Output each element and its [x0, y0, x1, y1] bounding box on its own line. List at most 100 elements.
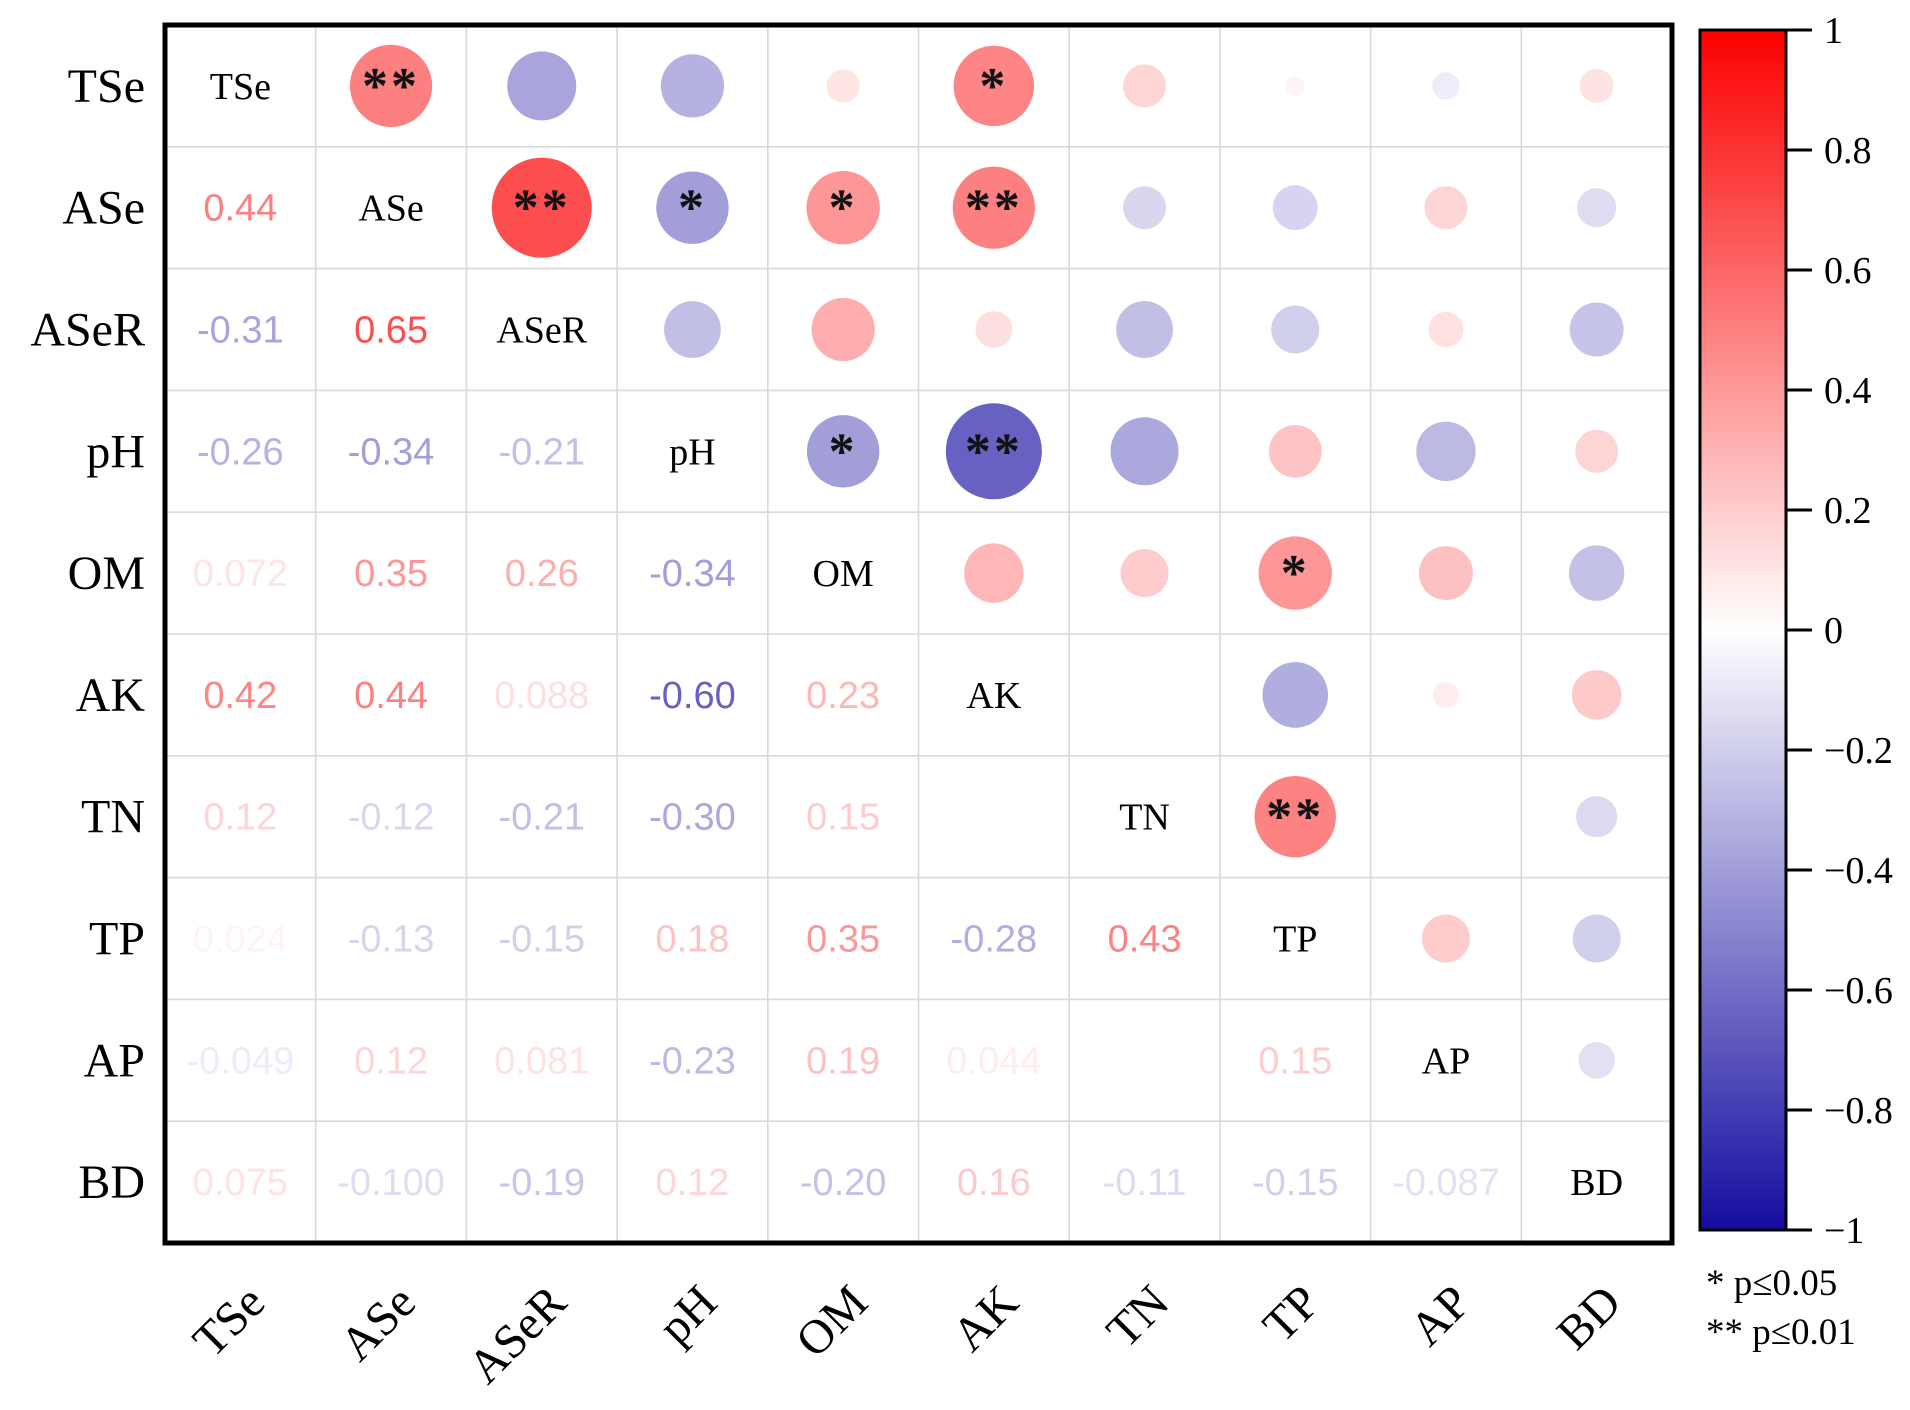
- correlation-value-AP-AK: 0.044: [946, 1040, 1041, 1082]
- correlation-value-TP-OM: 0.35: [806, 919, 880, 961]
- colorbar-tick-label: −1: [1824, 1210, 1864, 1252]
- correlation-circle-OM-BD: [1568, 545, 1625, 601]
- y-axis-label-BD: BD: [78, 1156, 145, 1209]
- significance-stars-TSe-ASe: **: [362, 58, 420, 115]
- significance-legend-p05: * p≤0.05: [1706, 1263, 1838, 1304]
- correlation-value-TN-pH: -0.30: [649, 797, 736, 839]
- y-axis-labels: TSe ASe ASeR pH OM AK TN TP AP BD: [30, 60, 145, 1209]
- correlation-value-AP-pH: -0.23: [649, 1040, 736, 1082]
- colorbar-tick-label: 0: [1824, 610, 1843, 652]
- significance-stars-OM-TP: *: [1281, 545, 1310, 602]
- correlation-circle-AK-TP: [1262, 662, 1329, 728]
- correlation-value-OM-pH: -0.34: [649, 553, 736, 595]
- diagonal-label-TSe: TSe: [210, 66, 271, 108]
- significance-stars-ASe-pH: *: [678, 180, 707, 237]
- correlation-circle-ASe-TP: [1272, 185, 1318, 231]
- correlation-circle-TSe-AP: [1432, 72, 1460, 100]
- significance-stars-TSe-AK: *: [979, 58, 1008, 115]
- matrix-grid: [165, 25, 1672, 1243]
- correlation-circle-OM-TN: [1120, 549, 1169, 598]
- colorbar-ticks: 1 0.8 0.6 0.4 0.2 0 −0.2 −0.4 −0.6 −0.8 −1: [1786, 10, 1893, 1252]
- correlation-value-BD-TSe: 0.075: [193, 1162, 288, 1204]
- colorbar-tick-label: 0.6: [1824, 250, 1872, 292]
- significance-stars-pH-AK: **: [965, 423, 1023, 480]
- y-axis-label-ASe: ASe: [62, 182, 145, 235]
- correlation-value-pH-ASeR: -0.21: [498, 431, 585, 473]
- colorbar-tick-label: 1: [1824, 10, 1843, 52]
- colorbar-tick-label: −0.6: [1824, 970, 1893, 1012]
- correlation-value-AP-TSe: -0.049: [186, 1040, 294, 1082]
- y-axis-label-TN: TN: [81, 791, 145, 844]
- diagonal-label-AP: AP: [1422, 1040, 1471, 1082]
- correlation-value-ASeR-ASe: 0.65: [354, 310, 428, 352]
- correlation-circle-OM-AP: [1418, 546, 1473, 601]
- colorbar-tick-label: −0.2: [1824, 730, 1893, 772]
- correlation-circle-ASeR-BD: [1569, 302, 1624, 357]
- significance-stars-TN-TP: **: [1266, 789, 1324, 846]
- correlation-circle-ASeR-AK: [975, 311, 1013, 348]
- y-axis-label-ASeR: ASeR: [30, 304, 145, 357]
- correlation-circle-ASe-OM: [806, 171, 880, 245]
- correlation-value-BD-pH: 0.12: [655, 1162, 729, 1204]
- correlation-value-OM-TSe: 0.072: [193, 553, 288, 595]
- correlation-circle-ASeR-TP: [1271, 305, 1320, 354]
- colorbar-tick-label: −0.8: [1824, 1090, 1893, 1132]
- correlation-value-BD-TP: -0.15: [1252, 1162, 1339, 1204]
- y-axis-label-TSe: TSe: [68, 60, 145, 113]
- significance-legend-p01: ** p≤0.01: [1706, 1311, 1856, 1353]
- correlation-value-TP-ASeR: -0.15: [498, 919, 585, 961]
- colorbar-tick-label: −0.4: [1824, 850, 1893, 892]
- correlation-value-BD-AK: 0.16: [957, 1162, 1031, 1204]
- correlation-circle-ASe-TN: [1123, 186, 1167, 230]
- correlation-value-TN-TSe: 0.12: [203, 797, 277, 839]
- correlation-circle-pH-TP: [1268, 425, 1322, 478]
- correlation-circle-TSe-BD: [1579, 68, 1614, 103]
- correlation-value-AP-ASeR: 0.081: [494, 1040, 589, 1082]
- correlation-value-AK-ASeR: 0.088: [494, 675, 589, 717]
- correlation-value-TP-ASe: -0.13: [348, 919, 435, 961]
- correlation-circle-TSe-TP: [1285, 76, 1305, 96]
- correlation-value-BD-AP: -0.087: [1392, 1162, 1500, 1204]
- correlation-circle-pH-OM: [806, 415, 880, 488]
- correlation-value-BD-ASeR: -0.19: [498, 1162, 585, 1204]
- correlation-circle-TSe-ASeR: [507, 51, 577, 121]
- correlation-circle-pH-BD: [1575, 429, 1619, 473]
- correlation-circle-pH-AP: [1416, 421, 1476, 481]
- correlation-value-pH-TSe: -0.26: [197, 431, 284, 473]
- correlation-circle-OM-TP: [1258, 536, 1332, 610]
- correlation-value-TN-ASe: -0.12: [348, 797, 435, 839]
- correlation-circle-TSe-ASe: [349, 44, 433, 127]
- correlation-circle-TSe-pH: [660, 54, 725, 118]
- correlation-circle-ASeR-pH: [664, 301, 721, 358]
- matrix-cells: 0.44**-0.31 0.65**-0.26 -0.34*-0.210.072 0.…: [186, 44, 1625, 1204]
- correlation-value-AK-pH: -0.60: [649, 675, 736, 717]
- y-axis-label-pH: pH: [86, 425, 145, 478]
- matrix-border: [162, 22, 1675, 1246]
- correlation-circle-OM-AK: [964, 543, 1024, 603]
- diagonal-label-BD: BD: [1570, 1162, 1623, 1204]
- colorbar-tick-label: 0.4: [1824, 370, 1872, 412]
- correlation-value-BD-TN: -0.11: [1103, 1162, 1187, 1204]
- correlation-value-TN-ASeR: -0.21: [498, 797, 585, 839]
- correlation-value-AK-ASe: 0.44: [354, 675, 428, 717]
- correlation-value-pH-ASe: -0.34: [348, 431, 435, 473]
- colorbar: [1698, 28, 1788, 1232]
- significance-stars-ASe-ASeR: **: [513, 180, 571, 237]
- correlation-value-AP-ASe: 0.12: [354, 1040, 428, 1082]
- correlation-value-TP-TSe: 0.024: [193, 919, 288, 961]
- correlation-circle-TSe-OM: [826, 69, 860, 103]
- diagonal-label-OM: OM: [813, 553, 874, 595]
- y-axis-label-AK: AK: [76, 669, 146, 722]
- correlation-value-AK-OM: 0.23: [806, 675, 880, 717]
- correlation-circle-TSe-TN: [1123, 64, 1167, 108]
- correlation-value-AP-TP: 0.15: [1258, 1040, 1332, 1082]
- diagonal-label-pH: pH: [669, 431, 715, 473]
- correlation-value-ASeR-TSe: -0.31: [197, 310, 284, 352]
- correlation-circle-ASeR-OM: [811, 297, 875, 362]
- correlation-circle-TP-AP: [1421, 914, 1470, 963]
- correlation-circle-TSe-AK: [953, 45, 1035, 127]
- correlation-value-AK-TSe: 0.42: [203, 675, 277, 717]
- significance-stars-ASe-AK: **: [965, 180, 1023, 237]
- correlation-circle-pH-AK: [945, 403, 1042, 500]
